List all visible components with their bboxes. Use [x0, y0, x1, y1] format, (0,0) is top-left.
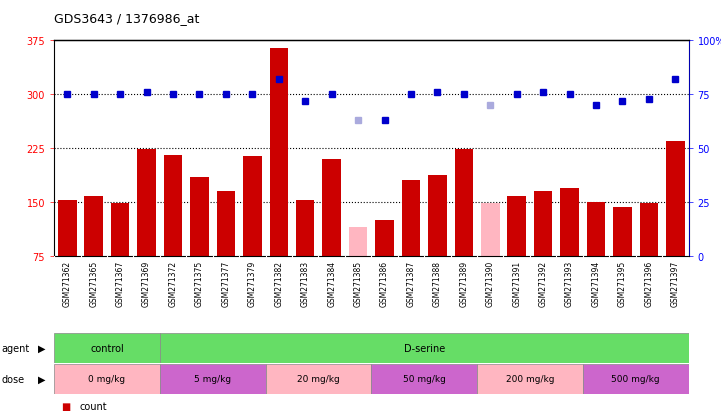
Text: D-serine: D-serine — [404, 343, 445, 353]
Bar — [322, 159, 341, 256]
Text: GSM271382: GSM271382 — [274, 260, 283, 306]
Text: GSM271369: GSM271369 — [142, 260, 151, 306]
Text: GSM271383: GSM271383 — [301, 260, 310, 306]
Bar — [640, 204, 658, 256]
Text: GSM271393: GSM271393 — [565, 260, 574, 306]
Text: GSM271367: GSM271367 — [115, 260, 125, 306]
Bar — [164, 156, 182, 256]
Bar — [560, 188, 579, 256]
Text: 50 mg/kg: 50 mg/kg — [403, 375, 446, 383]
Bar — [84, 197, 103, 256]
Text: GSM271386: GSM271386 — [380, 260, 389, 306]
Bar — [243, 157, 262, 256]
Bar — [160, 364, 265, 394]
Text: GSM271389: GSM271389 — [459, 260, 469, 306]
Text: 5 mg/kg: 5 mg/kg — [194, 375, 231, 383]
Bar — [375, 220, 394, 256]
Text: agent: agent — [1, 343, 30, 353]
Bar — [111, 204, 129, 256]
Text: count: count — [79, 401, 107, 411]
Text: GSM271395: GSM271395 — [618, 260, 627, 306]
Bar — [371, 364, 477, 394]
Text: dose: dose — [1, 374, 25, 384]
Text: GSM271392: GSM271392 — [539, 260, 548, 306]
Text: GSM271391: GSM271391 — [512, 260, 521, 306]
Bar — [613, 207, 632, 256]
Text: GSM271390: GSM271390 — [486, 260, 495, 306]
Bar — [54, 364, 160, 394]
Bar — [58, 201, 76, 256]
Bar — [587, 202, 605, 256]
Text: GSM271372: GSM271372 — [169, 260, 177, 306]
Text: GSM271377: GSM271377 — [221, 260, 231, 306]
Bar — [481, 204, 500, 256]
Text: 20 mg/kg: 20 mg/kg — [297, 375, 340, 383]
Text: GSM271388: GSM271388 — [433, 260, 442, 306]
Text: GSM271394: GSM271394 — [591, 260, 601, 306]
Bar — [534, 192, 552, 256]
Text: 0 mg/kg: 0 mg/kg — [89, 375, 125, 383]
Bar — [428, 175, 446, 256]
Text: GSM271375: GSM271375 — [195, 260, 204, 306]
Bar — [666, 142, 684, 256]
Text: GSM271385: GSM271385 — [353, 260, 363, 306]
Text: ■: ■ — [61, 401, 71, 411]
Bar — [270, 48, 288, 256]
Text: GSM271365: GSM271365 — [89, 260, 98, 306]
Text: GSM271384: GSM271384 — [327, 260, 336, 306]
Bar — [160, 333, 689, 363]
Bar — [216, 192, 235, 256]
Bar — [190, 177, 208, 256]
Bar — [54, 333, 160, 363]
Text: ▶: ▶ — [37, 343, 45, 353]
Text: 500 mg/kg: 500 mg/kg — [611, 375, 660, 383]
Text: control: control — [90, 343, 124, 353]
Bar — [477, 364, 583, 394]
Text: ▶: ▶ — [37, 374, 45, 384]
Bar — [454, 150, 473, 256]
Bar — [296, 201, 314, 256]
Text: GSM271396: GSM271396 — [645, 260, 653, 306]
Bar — [137, 150, 156, 256]
Text: GSM271362: GSM271362 — [63, 260, 72, 306]
Bar — [265, 364, 371, 394]
Text: GSM271387: GSM271387 — [407, 260, 415, 306]
Bar — [402, 181, 420, 256]
Text: GSM271397: GSM271397 — [671, 260, 680, 306]
Bar — [508, 197, 526, 256]
Text: GSM271379: GSM271379 — [248, 260, 257, 306]
Text: GDS3643 / 1376986_at: GDS3643 / 1376986_at — [54, 12, 200, 25]
Bar — [583, 364, 689, 394]
Bar — [349, 228, 367, 256]
Text: 200 mg/kg: 200 mg/kg — [505, 375, 554, 383]
